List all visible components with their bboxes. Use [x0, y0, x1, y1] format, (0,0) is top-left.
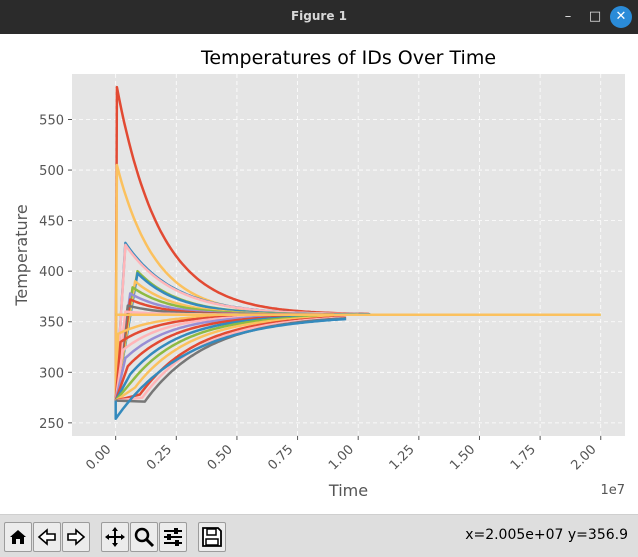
- cursor-coordinates: x=2.005e+07 y=356.9: [465, 527, 628, 543]
- configure-subplots-button[interactable]: [159, 522, 187, 552]
- line-chart: 0.00 0.25 0.50 0.75 1.00 1.25 1.50 1.75 2.00 250 3…: [12, 47, 625, 500]
- navigation-toolbar: x=2.005e+07 y=356.9: [0, 514, 638, 557]
- maximize-button[interactable]: □: [588, 9, 602, 24]
- x-tick-label: 0.00: [83, 442, 114, 473]
- x-tick-label: 0.50: [205, 442, 236, 473]
- home-icon: [10, 530, 26, 544]
- close-button[interactable]: ✕: [610, 6, 632, 28]
- x-tick-label: 1.75: [508, 442, 539, 473]
- y-axis-label: Temperature: [12, 204, 31, 306]
- y-tick-label: 500: [39, 164, 64, 179]
- y-tick-label: 250: [39, 417, 64, 432]
- y-tick-label: 300: [39, 366, 64, 381]
- x-tick-label: 2.00: [568, 442, 599, 473]
- x-axis-label: Time: [328, 481, 368, 500]
- x-tick-label: 0.25: [144, 442, 175, 473]
- figure-canvas[interactable]: 0.00 0.25 0.50 0.75 1.00 1.25 1.50 1.75 2.00 250 3…: [0, 34, 638, 514]
- window-title: Figure 1: [290, 9, 348, 23]
- x-tick-label: 1.00: [326, 442, 357, 473]
- series-line-23: [114, 317, 347, 421]
- y-tick-label: 450: [39, 215, 64, 230]
- magnifier-icon: [134, 527, 155, 548]
- forward-button[interactable]: [62, 522, 90, 552]
- save-button[interactable]: [198, 522, 226, 552]
- x-tick-label: 0.75: [265, 442, 296, 473]
- arrow-right-icon: [67, 528, 86, 546]
- minimize-button[interactable]: –: [564, 9, 572, 24]
- x-tick-label: 1.50: [447, 442, 478, 473]
- series-line-19: [115, 315, 334, 402]
- home-button[interactable]: [4, 522, 32, 552]
- floppy-disk-icon: [202, 527, 222, 547]
- x-axis-offset-label: 1e7: [600, 483, 625, 498]
- pan-button[interactable]: [101, 522, 129, 552]
- sliders-icon: [164, 528, 182, 546]
- zoom-button[interactable]: [130, 522, 158, 552]
- y-tick-label: 400: [39, 265, 64, 280]
- back-button[interactable]: [33, 522, 61, 552]
- window-titlebar: Figure 1 – □ ✕: [0, 0, 638, 34]
- y-tick-label: 550: [39, 114, 64, 129]
- chart-title: Temperatures of IDs Over Time: [200, 47, 496, 69]
- y-tick-label: 350: [39, 316, 64, 331]
- arrow-left-icon: [37, 528, 56, 546]
- x-tick-label: 1.25: [387, 442, 418, 473]
- move-icon: [105, 527, 125, 547]
- plot-area: [72, 74, 625, 436]
